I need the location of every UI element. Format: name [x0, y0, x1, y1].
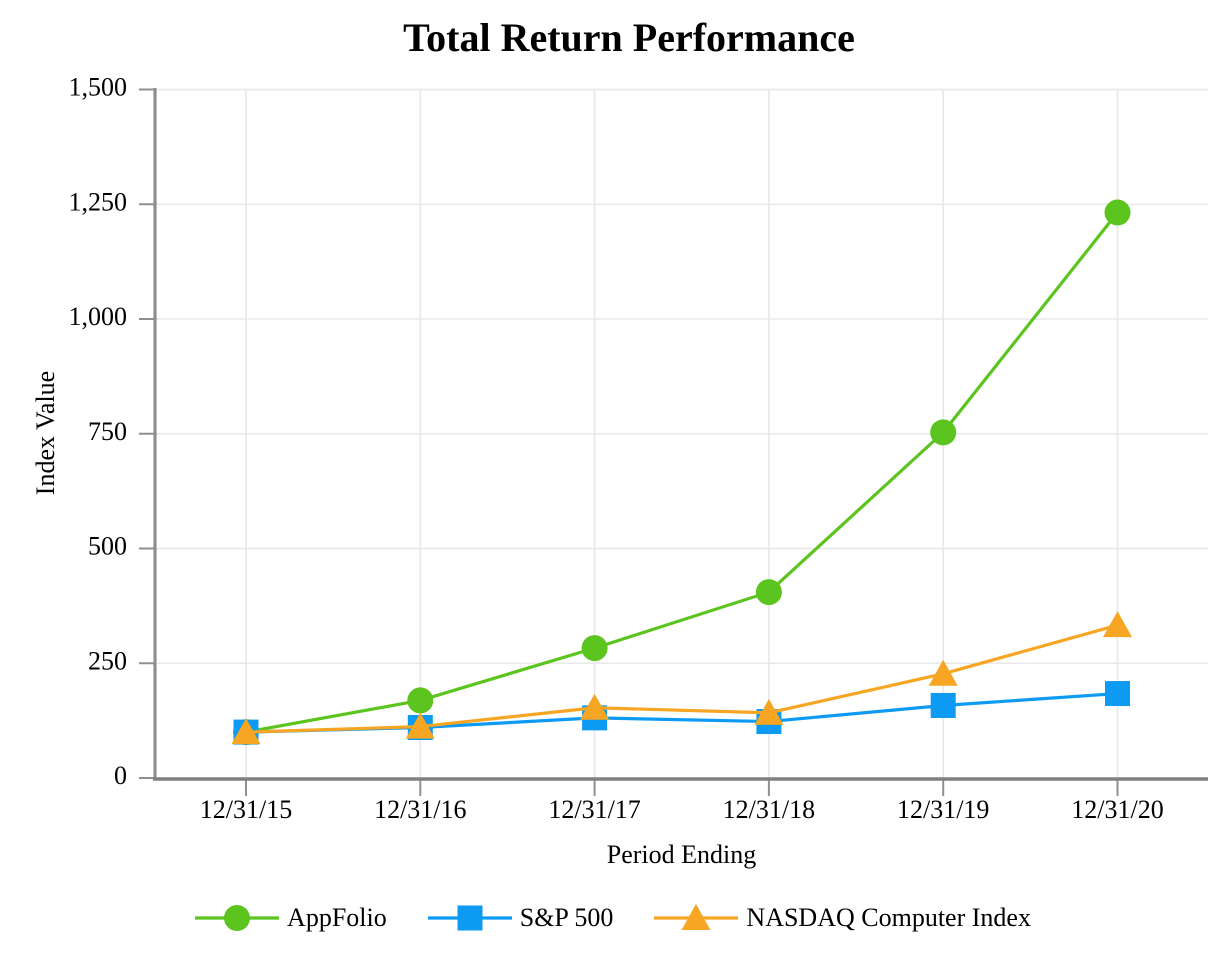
legend-item-appfolio: AppFolio	[195, 898, 387, 938]
data-point-appfolio	[407, 687, 434, 714]
y-tick-label: 1,000	[69, 302, 128, 331]
y-tick-label: 250	[88, 646, 127, 675]
series-line-nasdaq-computer-index	[245, 623, 1118, 734]
series-s-p-500	[233, 681, 1130, 745]
y-tick-label: 1,500	[69, 73, 128, 102]
data-point-appfolio	[1104, 199, 1131, 226]
legend-item-nasdaq-computer-index: NASDAQ Computer Index	[654, 898, 1031, 938]
data-point-nasdaq-computer-index	[231, 718, 261, 745]
legend-square-marker-icon	[457, 905, 483, 931]
data-point-appfolio	[930, 419, 957, 446]
legend-triangle-marker-icon	[681, 904, 711, 930]
square-marker-icon	[427, 905, 512, 931]
data-point-nasdaq-computer-index	[754, 698, 784, 725]
circle-marker-icon	[195, 905, 280, 931]
series-line-s-p-500	[245, 691, 1118, 734]
y-tick-label: 750	[88, 417, 127, 446]
y-tick-label: 500	[88, 532, 127, 561]
data-point-nasdaq-computer-index	[405, 712, 435, 739]
series-line-appfolio	[245, 211, 1119, 734]
triangle-marker-icon	[654, 904, 739, 930]
data-point-nasdaq-computer-index	[580, 693, 610, 720]
legend-label-s-p-500: S&P 500	[519, 903, 614, 932]
x-axis-title: Period Ending	[606, 840, 757, 869]
data-point-nasdaq-computer-index	[928, 659, 958, 686]
x-tick-label: 12/31/20	[1071, 795, 1163, 824]
x-tick-label: 12/31/16	[374, 795, 466, 824]
x-tick-label: 12/31/15	[200, 795, 292, 824]
y-tick-label: 0	[114, 761, 127, 790]
y-tick-label: 1,250	[69, 187, 128, 216]
data-point-appfolio	[581, 635, 608, 662]
x-tick-label: 12/31/17	[548, 795, 640, 824]
legend-label-nasdaq-computer-index: NASDAQ Computer Index	[746, 903, 1031, 932]
series-nasdaq-computer-index	[231, 611, 1132, 745]
legend-label-appfolio: AppFolio	[287, 903, 387, 932]
legend: AppFolio S&P 500 NASDAQ Computer Index	[0, 896, 1226, 940]
data-point-appfolio	[755, 579, 782, 606]
x-tick-label: 12/31/19	[897, 795, 989, 824]
legend-circle-marker-icon	[224, 905, 251, 931]
legend-item-s-p-500: S&P 500	[427, 898, 614, 938]
x-tick-label: 12/31/18	[723, 795, 815, 824]
chart-title: Total Return Performance	[403, 15, 855, 60]
data-point-nasdaq-computer-index	[1103, 611, 1132, 638]
data-point-s-p-500	[930, 692, 956, 718]
data-point-s-p-500	[1105, 681, 1130, 707]
